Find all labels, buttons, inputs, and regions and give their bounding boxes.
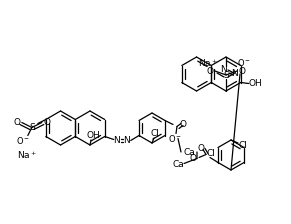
Text: Cl: Cl: [150, 129, 159, 138]
Text: O: O: [198, 144, 205, 153]
Text: Na$^+$: Na$^+$: [17, 150, 37, 161]
Text: Ca: Ca: [183, 147, 195, 157]
Text: N: N: [123, 136, 130, 145]
Text: O: O: [13, 118, 20, 127]
Text: O$^-$: O$^-$: [168, 133, 182, 144]
Text: O: O: [189, 154, 196, 163]
Text: N: N: [232, 69, 238, 78]
Text: Cl: Cl: [207, 149, 215, 158]
Text: S: S: [223, 71, 229, 80]
Text: Na$^+$: Na$^+$: [198, 57, 218, 69]
Text: O$^-$: O$^-$: [16, 135, 30, 146]
Text: Ca: Ca: [172, 160, 184, 169]
Text: O: O: [180, 120, 187, 129]
Text: Cl: Cl: [239, 140, 247, 149]
Text: N: N: [221, 65, 227, 73]
Text: N: N: [113, 136, 120, 145]
Text: OH: OH: [249, 79, 262, 88]
Text: S: S: [29, 123, 35, 132]
Text: O$^-$: O$^-$: [237, 56, 251, 67]
Text: O: O: [239, 67, 246, 75]
Text: O: O: [207, 67, 214, 75]
Text: O: O: [43, 118, 50, 127]
Text: OH: OH: [86, 131, 100, 140]
